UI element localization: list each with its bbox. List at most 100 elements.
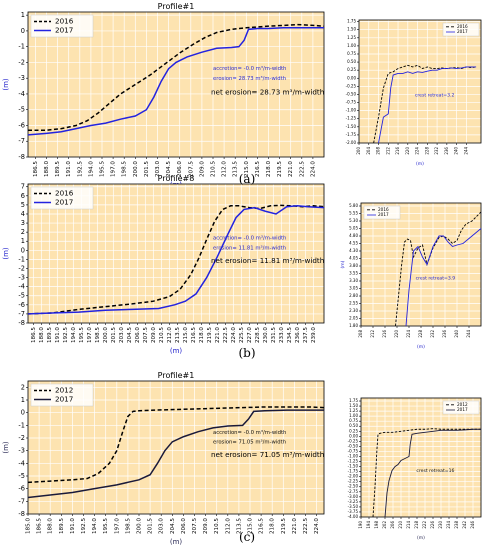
x-tick-label: 221.0 [292, 518, 298, 534]
x-tick-label: 224.0 [310, 161, 316, 177]
x-tick-label: 210.5 [211, 161, 217, 177]
annotation-0: crest retreat=3.2 [415, 92, 455, 98]
y-tick-label: -6 [18, 301, 25, 309]
y-tick-label: -2.25 [348, 479, 359, 484]
y-tick-label: -2 [18, 434, 25, 442]
plot-frame [27, 380, 325, 515]
x-tick-label: 188.0 [44, 161, 50, 177]
x-tick-label: 239.0 [311, 327, 317, 343]
y-tick-label: -2.00 [346, 140, 357, 145]
x-tick-label: 224.0 [314, 518, 320, 534]
x-tick-label: 238 [454, 521, 459, 529]
y-tick-label: -2.00 [348, 474, 359, 479]
series-line-2012 [372, 428, 481, 517]
y-tick-label: 2.80 [349, 293, 358, 298]
x-tick-label: 215.0 [244, 161, 250, 177]
x-tick-label: 234.5 [287, 327, 293, 343]
y-tick-label: 5 [21, 201, 25, 209]
x-tick-label: 191.0 [66, 161, 72, 177]
x-tick-label: 209.0 [151, 327, 157, 343]
y-tick-label: 4 [21, 210, 25, 218]
x-tick-label: 191.0 [55, 327, 61, 343]
annotation-0: crest retreat=3.9 [416, 275, 456, 281]
y-tick-label: -1 [18, 421, 25, 429]
legend-label-2017: 2017 [457, 407, 468, 412]
x-tick-label: 220 [405, 147, 410, 155]
x-tick-label: 236 [444, 147, 449, 155]
x-tick-label: 209.0 [199, 161, 205, 177]
series-line-2016 [28, 23, 324, 131]
x-tick-label: 240 [454, 330, 459, 338]
x-tick-label: 216 [395, 147, 400, 155]
x-tick-label: 213.5 [236, 518, 242, 534]
x-axis-label: (m) [170, 538, 183, 546]
y-tick-label: -7 [18, 310, 25, 318]
x-tick-label: 228.5 [255, 327, 261, 343]
x-tick-label: 185.0 [26, 518, 32, 534]
x-tick-label: 197.0 [114, 518, 120, 534]
x-tick-label: 198.5 [95, 327, 101, 343]
x-tick-label: 186.5 [37, 518, 43, 534]
y-tick-label: -4.00 [348, 514, 359, 519]
x-tick-label: 194 [366, 521, 371, 529]
x-tick-label: 191.0 [70, 518, 76, 534]
y-tick-label: 1.50 [349, 403, 358, 408]
x-tick-label: 201.5 [111, 327, 117, 343]
x-tick-label: 216.5 [191, 327, 197, 343]
annotation-2: net erosion= 71.05 m³/m-width [211, 450, 324, 459]
y-tick-label: 0.75 [349, 418, 358, 423]
x-tick-label: 206.0 [181, 518, 187, 534]
y-tick-label: -5 [18, 472, 25, 480]
plot-frame [360, 202, 482, 327]
y-tick-label: -1.50 [348, 464, 359, 469]
x-tick-label: 236.0 [295, 327, 301, 343]
x-tick-label: 200.0 [133, 161, 139, 177]
x-tick-label: 204.5 [166, 161, 172, 177]
y-axis-label: (m) [2, 78, 10, 91]
x-tick-label: 201.5 [144, 161, 150, 177]
x-tick-label: 215.0 [183, 327, 189, 343]
x-tick-label: 207.5 [192, 518, 198, 534]
x-tick-label: 222.5 [303, 518, 309, 534]
x-tick-label: 198.5 [122, 161, 128, 177]
y-tick-label: -0.75 [346, 100, 357, 105]
x-tick-label: 197.0 [111, 161, 117, 177]
y-tick-label: -6 [18, 485, 25, 493]
y-tick-label: -0.25 [348, 438, 359, 443]
x-tick-label: 189.5 [59, 518, 65, 534]
x-tick-label: 240 [454, 147, 459, 155]
y-tick-label: -1.00 [348, 453, 359, 458]
x-tick-label: 215.0 [248, 518, 254, 534]
x-tick-label: 212 [385, 147, 390, 155]
y-tick-label: 4.80 [349, 233, 358, 238]
y-tick-label: 5.30 [349, 218, 358, 223]
y-tick-label: 1.75 [349, 398, 358, 403]
x-tick-label: 206.0 [177, 161, 183, 177]
x-tick-label: 194.0 [71, 327, 77, 343]
y-tick-label: 0.50 [349, 423, 358, 428]
y-tick-label: 0 [21, 27, 25, 35]
y-tick-label: -4 [18, 459, 25, 467]
y-tick-label: 1.25 [349, 408, 358, 413]
x-tick-label: 197.0 [87, 327, 93, 343]
y-tick-label: 0.50 [347, 59, 356, 64]
y-tick-label: -8 [18, 153, 25, 161]
x-tick-label: 202 [382, 521, 387, 529]
x-tick-label: 233.0 [279, 327, 285, 343]
legend-label-2016: 2016 [378, 207, 389, 212]
x-tick-label: 194.0 [92, 518, 98, 534]
x-tick-label: 216.5 [259, 518, 265, 534]
legend-label-2016: 2016 [55, 189, 74, 198]
x-tick-label: 221.0 [215, 327, 221, 343]
y-tick-label: 0.25 [347, 67, 356, 72]
x-tick-label: 232 [430, 330, 435, 338]
x-tick-label: 194.0 [88, 161, 94, 177]
x-tick-label: 219.5 [281, 518, 287, 534]
y-tick-label: 0 [21, 246, 25, 254]
x-tick-label: 234 [446, 521, 451, 529]
x-tick-label: 206.0 [135, 327, 141, 343]
y-tick-label: 5.05 [349, 226, 358, 231]
